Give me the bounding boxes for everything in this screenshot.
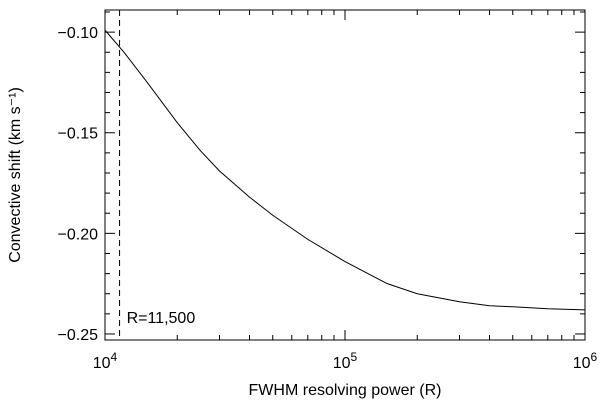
tick-labels: 104 105 106 −0.10 −0.15 −0.20 −0.25 bbox=[58, 25, 598, 372]
y-tick-label: −0.25 bbox=[58, 327, 99, 344]
x-tick-label: 104 bbox=[93, 350, 118, 372]
y-tick-label: −0.10 bbox=[58, 25, 99, 42]
y-tick-label: −0.15 bbox=[58, 126, 99, 143]
plot-frame bbox=[104, 9, 586, 341]
x-tick-label: 106 bbox=[573, 350, 598, 372]
x-axis-label: FWHM resolving power (R) bbox=[249, 382, 442, 399]
y-axis-label: Convective shift (km s⁻¹) bbox=[7, 87, 24, 263]
y-tick-label: −0.20 bbox=[58, 226, 99, 243]
series-line bbox=[104, 29, 586, 311]
axis-ticks bbox=[104, 10, 586, 340]
x-tick-label: 105 bbox=[333, 350, 358, 372]
annotation-label: R=11,500 bbox=[127, 310, 196, 327]
